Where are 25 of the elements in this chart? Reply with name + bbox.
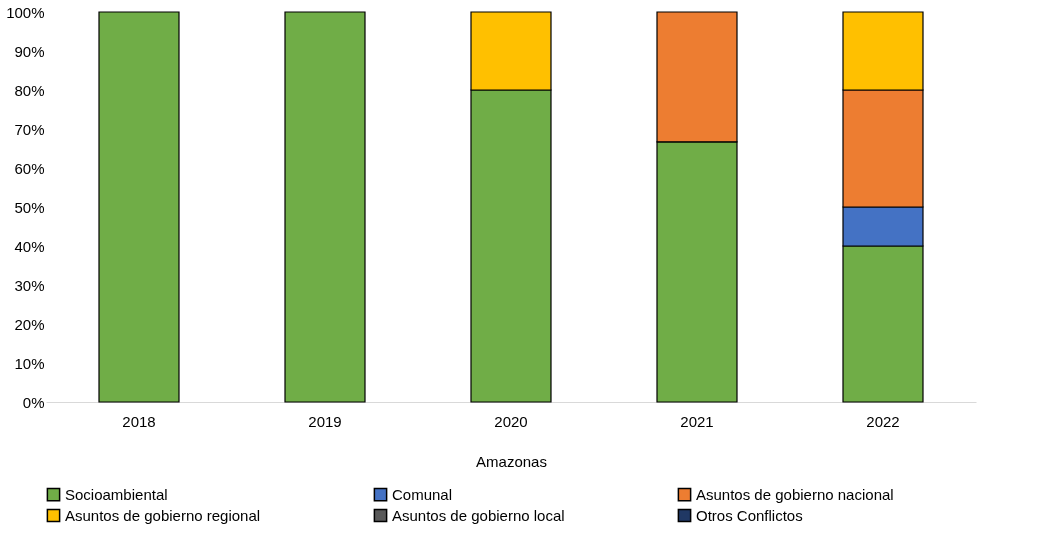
- y-tick-label: 40%: [14, 237, 45, 255]
- legend-label: Otros Conflictos: [696, 506, 803, 524]
- x-tick-label: 2018: [122, 412, 156, 430]
- y-tick-label: 20%: [14, 315, 45, 333]
- x-tick-label: 2022: [866, 412, 900, 430]
- legend-label: Asuntos de gobierno local: [392, 506, 565, 524]
- y-tick-label: 0%: [22, 393, 45, 411]
- y-tick-label: 60%: [14, 159, 45, 177]
- y-tick-label: 70%: [14, 120, 45, 138]
- x-tick-label: 2021: [680, 412, 714, 430]
- legend-label: Socioambiental: [65, 485, 168, 503]
- x-tick-label: 2020: [494, 412, 528, 430]
- y-tick-label: 50%: [14, 198, 45, 216]
- bar: [284, 11, 366, 403]
- legend-label: Asuntos de gobierno regional: [65, 506, 261, 524]
- y-tick-label: 80%: [14, 81, 45, 99]
- y-tick-label: 10%: [14, 354, 45, 372]
- bar: [98, 11, 180, 403]
- x-axis-title: Amazonas: [476, 452, 547, 470]
- y-tick-label: 30%: [14, 276, 45, 294]
- legend-label: Comunal: [392, 485, 453, 503]
- legend-label: Asuntos de gobierno nacional: [696, 485, 894, 503]
- y-tick-label: 100%: [6, 3, 45, 21]
- x-tick-label: 2019: [308, 412, 342, 430]
- y-tick-label: 90%: [14, 42, 45, 60]
